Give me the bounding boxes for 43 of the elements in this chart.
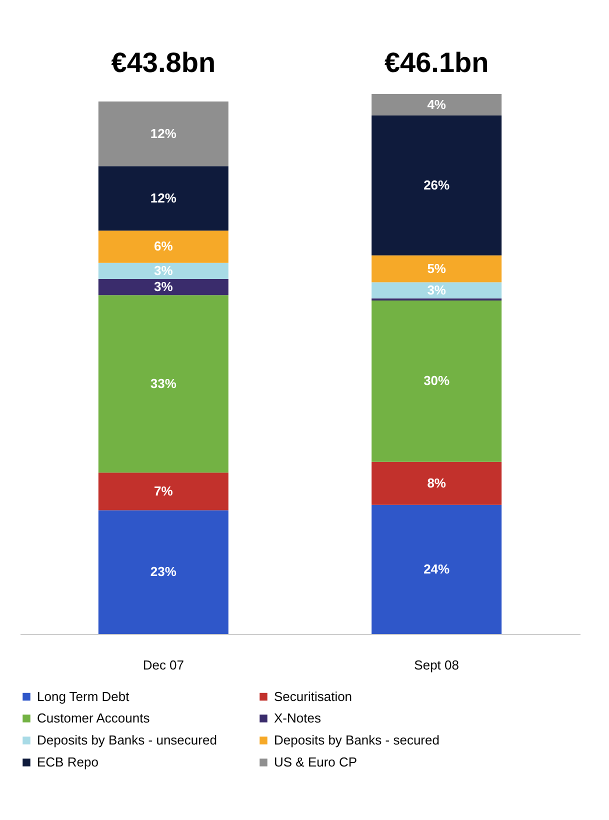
x-tick-label: Sept 08 — [414, 658, 459, 672]
data-label: 24% — [424, 561, 450, 576]
legend-label: Deposits by Banks - unsecured — [37, 732, 217, 748]
legend-label: X-Notes — [274, 710, 322, 726]
legend-label: Long Term Debt — [37, 688, 130, 704]
bar — [98, 472, 228, 510]
data-label: 3% — [427, 282, 446, 298]
data-label: 30% — [424, 373, 450, 388]
data-label: 3% — [154, 279, 174, 294]
bar — [98, 102, 228, 166]
data-label: 8% — [427, 475, 446, 490]
legend-label: ECB Repo — [37, 754, 98, 770]
bar — [372, 462, 502, 505]
bar — [372, 504, 502, 634]
legend-label: Deposits by Banks - secured — [274, 732, 440, 748]
text: €43.8bn — [111, 47, 216, 78]
x-tick-label: Dec 07 — [142, 658, 184, 672]
data-label: 6% — [154, 238, 174, 254]
bar — [372, 116, 502, 256]
bar — [98, 510, 228, 634]
legend-label: Securitisation — [274, 688, 352, 704]
data-label: 12% — [150, 190, 177, 206]
bar — [98, 279, 228, 296]
text: €46.1bn — [384, 47, 489, 78]
data-label: 26% — [424, 177, 450, 192]
data-label: 12% — [150, 126, 177, 141]
bar — [98, 262, 228, 280]
data-label: 7% — [154, 483, 174, 498]
data-label: 33% — [150, 376, 177, 391]
data-label: 23% — [150, 564, 177, 580]
bar — [98, 166, 228, 231]
data-label: 4% — [427, 96, 446, 112]
bar — [372, 300, 502, 462]
legend-label: Customer Accounts — [37, 710, 150, 726]
bar — [372, 255, 502, 282]
data-label: 3% — [154, 262, 174, 278]
bar — [372, 282, 502, 298]
bar — [372, 94, 502, 116]
bar — [98, 230, 228, 263]
legend-label: US & Euro CP — [274, 754, 358, 770]
bar — [372, 298, 502, 301]
data-label: 5% — [427, 260, 446, 276]
bar — [98, 295, 228, 473]
